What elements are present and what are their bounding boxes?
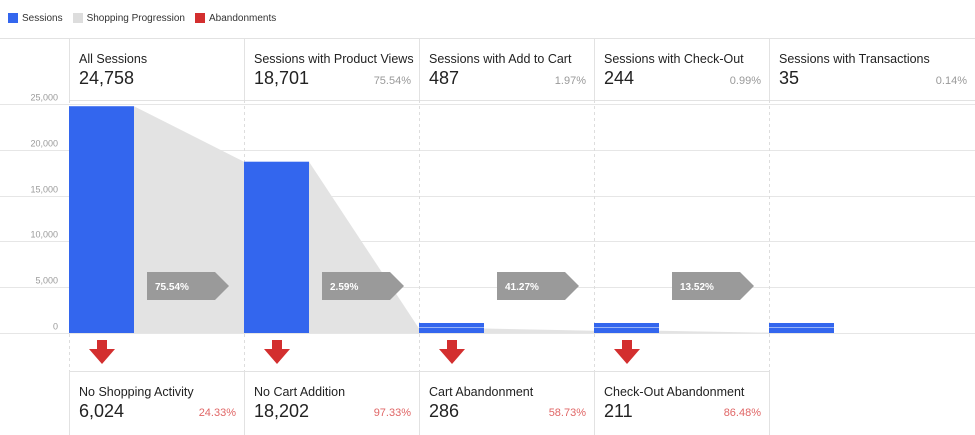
- progression-area: [484, 328, 594, 333]
- abandonment-percent: 97.33%: [373, 407, 411, 419]
- stage-title: Sessions with Transactions: [779, 52, 930, 66]
- stage-header: Sessions with Product Views 18,701 75.54%: [244, 38, 419, 100]
- progression-label: 41.27%: [505, 282, 539, 293]
- stage-value: 18,701: [254, 68, 310, 88]
- abandonment-arrow: [264, 340, 290, 364]
- legend-item-abandonments[interactable]: Abandonments: [194, 12, 277, 24]
- legend-label-shopping-progression: Shopping Progression: [86, 12, 185, 24]
- abandonment-box: No Cart Addition 18,202 97.33%: [244, 371, 419, 435]
- stage-percent: 0.14%: [935, 75, 967, 87]
- stage-title: All Sessions: [79, 52, 148, 66]
- legend-label-abandonments: Abandonments: [208, 12, 277, 24]
- legend-label-sessions: Sessions: [22, 12, 63, 24]
- progression-arrow: [322, 272, 404, 300]
- progression-area: [659, 330, 769, 333]
- legend-item-shopping-progression[interactable]: Shopping Progression: [72, 12, 185, 24]
- stage-percent: 0.99%: [729, 75, 761, 87]
- abandonment-box: No Shopping Activity 6,024 24.33%: [69, 371, 244, 435]
- abandonment-title: Check-Out Abandonment: [604, 385, 745, 399]
- stage-header: All Sessions 24,758: [69, 38, 244, 100]
- y-tick-label: 15,000: [30, 185, 58, 195]
- abandonment-title: Cart Abandonment: [429, 385, 534, 399]
- abandonment-percent: 58.73%: [548, 407, 586, 419]
- stage-header: Sessions with Add to Cart 487 1.97%: [419, 38, 594, 100]
- abandonment-value: 286: [429, 401, 460, 421]
- progression-label: 2.59%: [330, 282, 358, 293]
- progression-arrow: [147, 272, 229, 300]
- progression-label: 13.52%: [680, 282, 714, 293]
- abandonment-percent: 86.48%: [723, 407, 761, 419]
- legend: Sessions Shopping Progression Abandonmen…: [8, 11, 286, 25]
- abandonment-box: Cart Abandonment 286 58.73%: [419, 371, 594, 435]
- y-tick-label: 0: [53, 322, 58, 332]
- y-tick-label: 25,000: [30, 93, 58, 103]
- abandonment-arrow: [439, 340, 465, 364]
- legend-swatch-sessions: [8, 13, 18, 23]
- y-tick-label: 20,000: [30, 139, 58, 149]
- abandonment-arrow: [89, 340, 115, 364]
- abandonment-value: 211: [604, 401, 633, 421]
- abandonment-title: No Shopping Activity: [79, 385, 194, 399]
- abandonment-title: No Cart Addition: [254, 385, 346, 399]
- abandonment-percent: 24.33%: [198, 407, 236, 419]
- stage-title: Sessions with Add to Cart: [429, 52, 572, 66]
- legend-item-sessions[interactable]: Sessions: [8, 13, 63, 24]
- y-tick-label: 10,000: [30, 230, 58, 240]
- stage-percent: 1.97%: [554, 75, 586, 87]
- abandonment-value: 18,202: [254, 401, 310, 421]
- abandonment-box: Check-Out Abandonment 211 86.48%: [594, 371, 769, 435]
- stage-value: 24,758: [79, 68, 135, 88]
- stage-title: Sessions with Product Views: [254, 52, 414, 66]
- session-bar: [244, 161, 309, 333]
- legend-swatch-abandonments: [194, 13, 205, 23]
- progression-label: 75.54%: [155, 282, 189, 293]
- legend-swatch-shopping-progression: [72, 13, 83, 23]
- progression-arrow: [497, 272, 579, 300]
- abandonment-arrow: [614, 340, 640, 364]
- stage-title: Sessions with Check-Out: [604, 52, 744, 66]
- stage-value: 487: [429, 68, 460, 88]
- stage-value: 244: [604, 68, 635, 88]
- stage-header: Sessions with Check-Out 244 0.99%: [594, 38, 769, 100]
- abandonment-value: 6,024: [79, 401, 125, 421]
- y-tick-label: 5,000: [35, 276, 58, 286]
- stage-percent: 75.54%: [373, 75, 411, 87]
- progression-arrow: [672, 272, 754, 300]
- stage-value: 35: [779, 68, 800, 88]
- stage-header: Sessions with Transactions 35 0.14%: [769, 38, 975, 100]
- session-bar: [69, 106, 134, 333]
- progression-area: [309, 161, 419, 333]
